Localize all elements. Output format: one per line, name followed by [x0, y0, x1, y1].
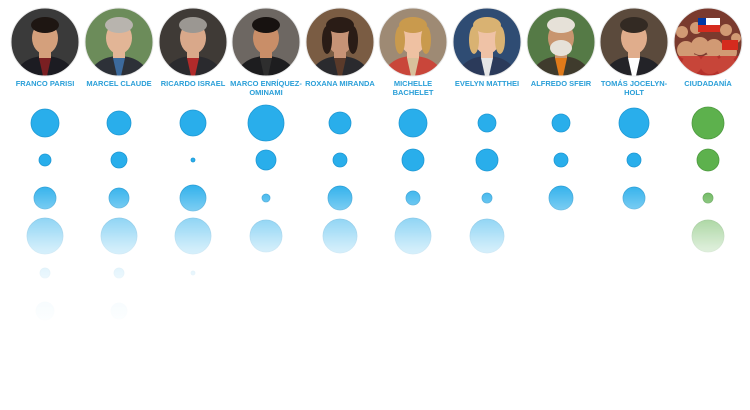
candidate-name-label: EVELYN MATTHEI	[455, 79, 519, 88]
bubble	[39, 267, 51, 279]
bubble	[702, 192, 714, 204]
bubble	[691, 106, 725, 140]
bubble	[35, 301, 55, 321]
bubble	[332, 152, 348, 168]
bubble	[190, 270, 196, 276]
bubble	[190, 157, 196, 163]
bubble	[179, 184, 207, 212]
bubble	[247, 104, 285, 142]
bubble	[322, 218, 358, 254]
bubble	[475, 148, 499, 172]
bubble	[551, 113, 571, 133]
bubble	[110, 302, 128, 320]
bubble	[477, 113, 497, 133]
bubble	[113, 267, 125, 279]
bubble	[548, 185, 574, 211]
bubble	[398, 108, 428, 138]
bubble	[110, 151, 128, 169]
candidate-name-label: FRANCO PARISI	[16, 79, 75, 88]
bubble	[691, 219, 725, 253]
candidate-name-label: MICHELLE BACHELET	[393, 79, 434, 97]
bubble	[469, 218, 505, 254]
name-label-row: FRANCO PARISI MARCEL CLAUDE RICARDO ISRAEL…	[16, 79, 733, 97]
candidate-name-label: TOMÁS JOCELYN-HOLT	[601, 79, 668, 97]
candidate-name-label: CIUDADANÍA	[684, 79, 732, 88]
bubble	[401, 148, 425, 172]
bubble	[106, 110, 132, 136]
candidate-portrait-photo-crowd-flags	[673, 7, 743, 77]
candidate-name-label: RICARDO ISRAEL	[161, 79, 226, 88]
candidate-name-label: MARCEL CLAUDE	[86, 79, 151, 88]
candidate-name-label: ROXANA MIRANDA	[305, 79, 375, 88]
bubble	[696, 148, 720, 172]
bubble	[328, 111, 352, 135]
bubble	[249, 219, 283, 253]
bubble	[405, 190, 421, 206]
bubble	[100, 217, 138, 255]
bubble	[108, 187, 130, 209]
bubble	[26, 217, 64, 255]
bubble	[553, 152, 569, 168]
candidate-name-label: ALFREDO SFEIR	[531, 79, 592, 88]
bubble	[261, 193, 271, 203]
bubble	[626, 152, 642, 168]
bubble	[481, 192, 493, 204]
bubble	[33, 186, 57, 210]
bubble	[179, 109, 207, 137]
bubble	[394, 217, 432, 255]
bubble	[618, 107, 650, 139]
bubble	[255, 149, 277, 171]
candidate-name-label: MARCO ENRÍQUEZ-OMINAMI	[230, 79, 302, 97]
bubble	[38, 153, 52, 167]
bubble	[622, 186, 646, 210]
bubble	[327, 185, 353, 211]
bubble	[30, 108, 60, 138]
bubble	[174, 217, 212, 255]
bubble-grid	[26, 104, 725, 321]
